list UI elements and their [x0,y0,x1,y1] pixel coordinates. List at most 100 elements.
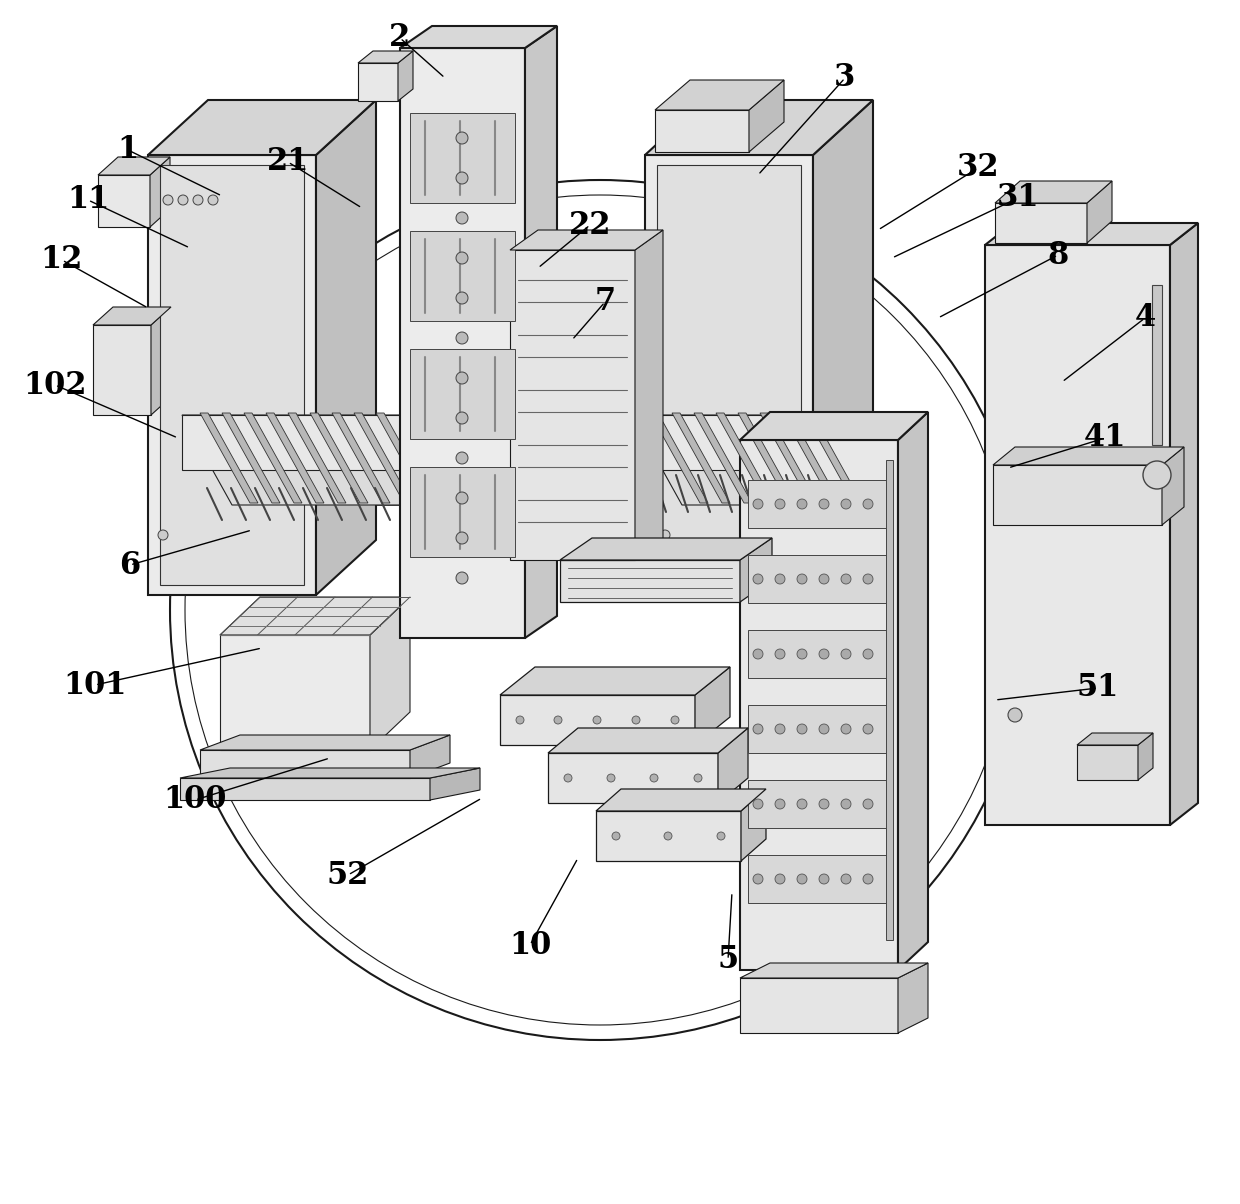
Text: 32: 32 [957,153,999,183]
Circle shape [456,212,467,224]
Text: 3: 3 [835,63,856,94]
Circle shape [841,874,851,884]
Polygon shape [1087,181,1112,243]
Polygon shape [160,165,304,585]
Polygon shape [332,413,391,503]
Polygon shape [760,413,818,503]
Polygon shape [782,413,839,503]
Polygon shape [694,667,730,745]
Text: 101: 101 [63,669,126,701]
Polygon shape [985,244,1171,825]
Polygon shape [500,695,694,745]
Polygon shape [1078,733,1153,745]
Circle shape [593,716,601,724]
Polygon shape [740,538,773,602]
Polygon shape [200,413,258,503]
Polygon shape [887,460,893,940]
Polygon shape [813,100,873,595]
Polygon shape [718,728,748,803]
Circle shape [753,724,763,734]
Polygon shape [316,100,376,595]
Polygon shape [650,413,708,503]
Text: 100: 100 [164,785,227,815]
Text: 2: 2 [389,23,410,53]
Text: 102: 102 [24,370,87,401]
Circle shape [717,832,725,840]
Circle shape [753,649,763,659]
Polygon shape [1078,745,1138,780]
Circle shape [456,252,467,264]
Circle shape [797,724,807,734]
Polygon shape [93,325,151,415]
Polygon shape [267,413,324,503]
Polygon shape [635,230,663,560]
Polygon shape [560,560,740,602]
Polygon shape [200,750,410,778]
Circle shape [663,832,672,840]
Polygon shape [748,480,890,529]
Polygon shape [180,778,430,799]
Circle shape [775,724,785,734]
Circle shape [753,574,763,584]
Polygon shape [548,752,718,803]
Polygon shape [222,413,280,503]
Circle shape [1143,461,1171,489]
Polygon shape [148,155,316,595]
Circle shape [157,530,167,541]
Polygon shape [1171,223,1198,825]
Polygon shape [627,470,837,488]
Circle shape [775,799,785,809]
Polygon shape [655,110,749,152]
Circle shape [797,649,807,659]
Polygon shape [738,413,796,503]
Circle shape [841,649,851,659]
Polygon shape [180,768,480,778]
Polygon shape [596,811,742,861]
Circle shape [753,498,763,509]
Circle shape [797,574,807,584]
Polygon shape [182,415,463,504]
Circle shape [694,774,702,783]
Circle shape [456,332,467,344]
Circle shape [775,498,785,509]
Polygon shape [177,470,417,488]
Polygon shape [596,789,766,811]
Polygon shape [645,155,813,595]
Text: 51: 51 [1076,673,1120,703]
Polygon shape [510,250,635,560]
Circle shape [632,716,640,724]
Text: 6: 6 [119,549,140,580]
Circle shape [753,799,763,809]
Circle shape [660,530,670,541]
Text: 41: 41 [1084,423,1126,454]
Polygon shape [182,415,412,470]
Polygon shape [358,51,413,63]
Polygon shape [410,467,515,557]
Text: 8: 8 [1048,240,1069,271]
Circle shape [775,574,785,584]
Polygon shape [430,768,480,799]
Circle shape [456,572,467,584]
Circle shape [775,649,785,659]
Polygon shape [749,79,784,152]
Polygon shape [370,597,410,750]
Text: 31: 31 [997,183,1039,213]
Circle shape [818,574,830,584]
Polygon shape [560,538,773,560]
Polygon shape [150,157,170,228]
Polygon shape [645,100,873,155]
Polygon shape [548,728,748,752]
Polygon shape [244,413,303,503]
Polygon shape [742,789,766,861]
Circle shape [564,774,572,783]
Circle shape [456,372,467,384]
Polygon shape [93,307,171,325]
Circle shape [797,874,807,884]
Circle shape [775,874,785,884]
Polygon shape [410,349,515,439]
Text: 10: 10 [508,929,551,961]
Circle shape [818,649,830,659]
Circle shape [797,498,807,509]
Circle shape [193,195,203,205]
Circle shape [863,574,873,584]
